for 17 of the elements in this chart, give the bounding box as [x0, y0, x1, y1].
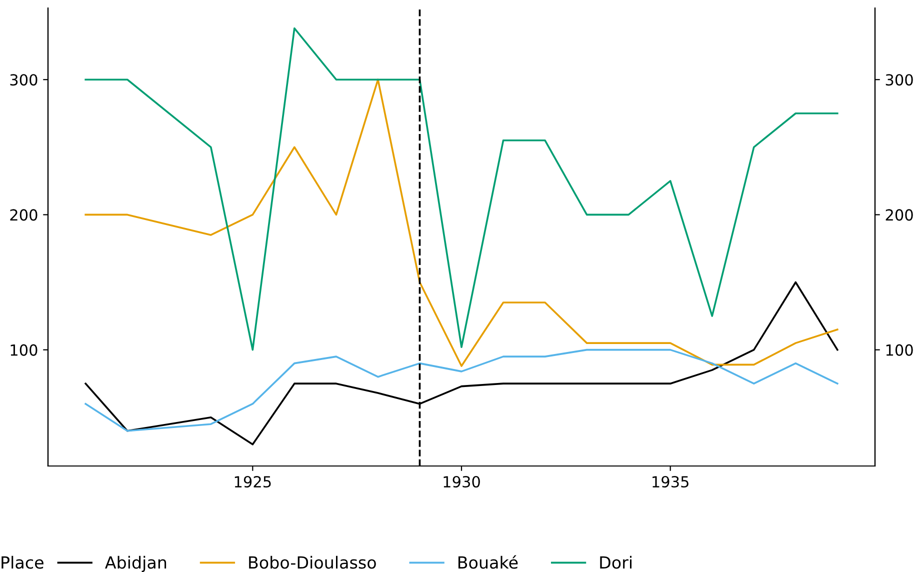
line-series	[84, 78, 838, 367]
y2-tick-label: 300	[886, 74, 913, 86]
legend-label: Dori	[600, 556, 632, 569]
legend-label: Bouaké	[458, 555, 518, 569]
line-series	[84, 27, 838, 351]
y-tick-label: 100	[10, 344, 38, 356]
legend-label: Bobo-Dioulasso	[249, 556, 376, 569]
y2-tick-label: 100	[886, 344, 913, 356]
y-tick-label: 200	[10, 209, 38, 221]
x-tick-label: 1930	[444, 476, 480, 488]
legend-label: Abidjan	[105, 556, 166, 572]
y2-tick-label: 200	[886, 209, 913, 221]
line-series	[84, 348, 838, 432]
y-tick-label: 300	[10, 74, 38, 86]
legend-title: Place	[2, 556, 44, 569]
x-tick-label: 1935	[652, 476, 688, 488]
x-tick-label: 1925	[234, 476, 271, 488]
